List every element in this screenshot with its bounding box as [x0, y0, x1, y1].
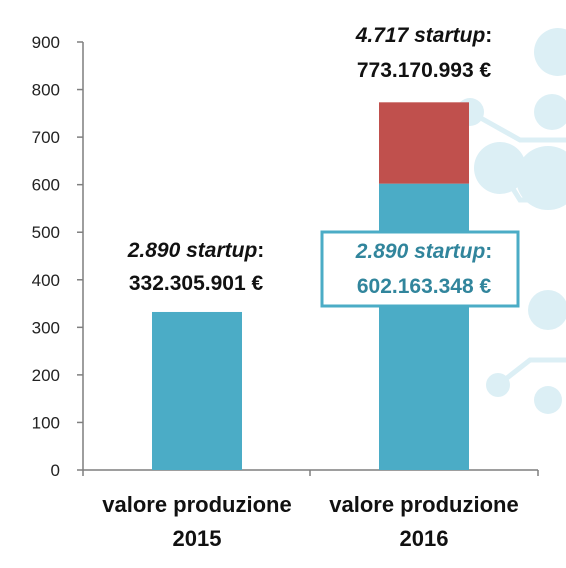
annotation-startups: 4.717 startup:	[355, 24, 493, 47]
annotation-startups: 2.890 startup:	[127, 239, 265, 262]
y-tick-label: 100	[32, 413, 60, 432]
bar-2-segment-1	[379, 183, 469, 470]
deco-circle	[534, 386, 562, 414]
y-tick-label: 600	[32, 176, 60, 195]
chart-bars	[152, 102, 469, 470]
y-tick-label: 800	[32, 81, 60, 100]
bar-1-segment-1	[152, 311, 242, 470]
circuit-decoration	[456, 28, 566, 414]
y-axis-ticks: 0 100 200 300 400 500 600 700 800 900	[32, 33, 83, 480]
annotation-value: 602.163.348 €	[357, 275, 492, 298]
y-tick-label: 400	[32, 271, 60, 290]
deco-circle	[534, 94, 566, 130]
annotation-startups-colon: :	[485, 24, 492, 47]
annotation-startups-count: 2.890 startup	[127, 239, 258, 262]
annotation-startups-count: 4.717 startup	[355, 24, 486, 47]
deco-circle	[528, 290, 566, 330]
y-tick-label: 500	[32, 223, 60, 242]
annotation-value: 773.170.993 €	[357, 59, 492, 82]
y-tick-label: 200	[32, 366, 60, 385]
annotation-startups: 2.890 startup:	[355, 240, 493, 263]
deco-circle	[516, 146, 566, 210]
category-label: valore produzione	[102, 492, 291, 517]
category-label: 2016	[400, 526, 449, 551]
y-tick-label: 300	[32, 318, 60, 337]
y-tick-label: 700	[32, 128, 60, 147]
deco-circle	[534, 28, 566, 76]
annotation-box	[320, 230, 520, 308]
annotation-startups-colon: :	[257, 239, 264, 262]
annotation-startups-colon: :	[485, 240, 492, 263]
annotation-startups-count: 2.890 startup	[355, 240, 486, 263]
x-axis-labels: valore produzione 2015 valore produzione 20…	[102, 492, 518, 551]
deco-trace	[468, 109, 566, 387]
bar-2-segment-2	[379, 102, 469, 184]
y-tick-label: 900	[32, 33, 60, 52]
annotation-value: 332.305.901 €	[129, 272, 264, 295]
category-label: 2015	[173, 526, 222, 551]
category-label: valore produzione	[329, 492, 518, 517]
y-tick-label: 0	[51, 461, 60, 480]
chart-annotations: 2.890 startup: 332.305.901 € 4.717 startup…	[127, 24, 520, 308]
